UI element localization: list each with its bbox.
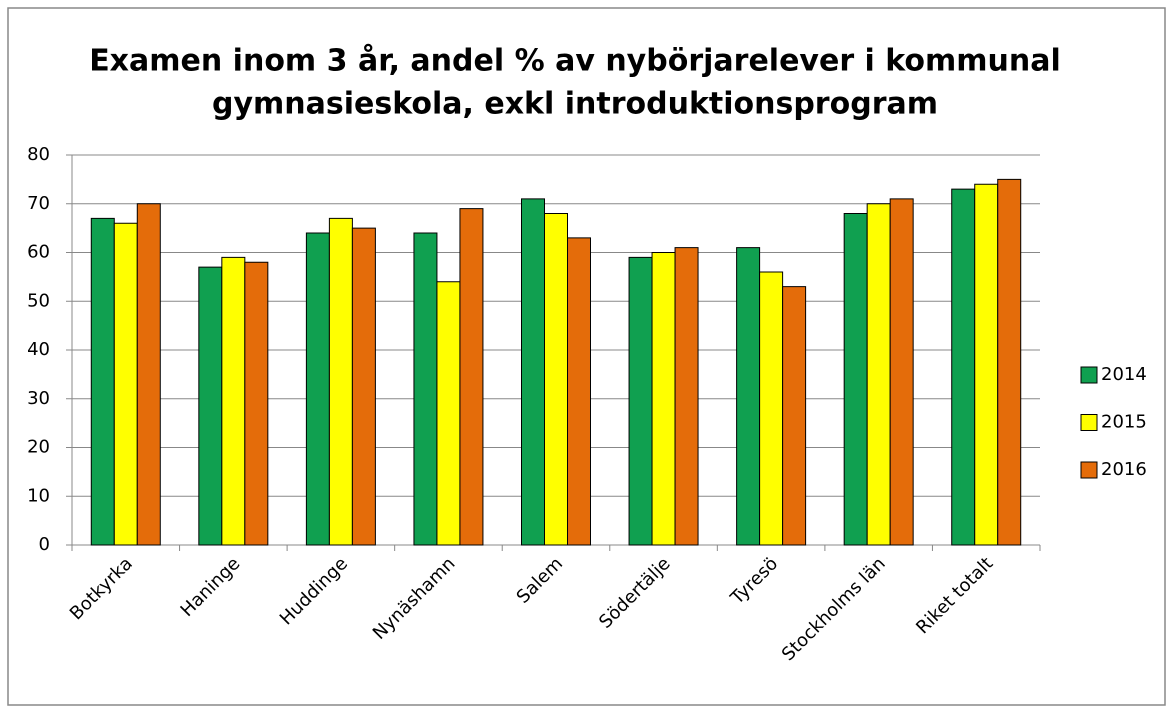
legend-swatch: [1080, 414, 1098, 431]
bar: [544, 213, 568, 546]
y-tick-label: 20: [27, 437, 50, 458]
legend-swatch: [1080, 461, 1098, 479]
y-tick-label: 60: [27, 242, 50, 263]
bar: [198, 266, 223, 546]
bar: [436, 281, 461, 546]
bar: [651, 252, 676, 546]
bar: [951, 188, 976, 546]
bar: [759, 271, 784, 546]
bar: [567, 237, 591, 546]
bar: [413, 232, 438, 546]
y-tick-label: 50: [27, 290, 50, 311]
bar: [328, 217, 353, 546]
legend-label: 2014: [1101, 364, 1147, 385]
bar: [305, 232, 330, 546]
bar: [674, 247, 699, 546]
bar: [843, 213, 868, 546]
bar: [866, 203, 891, 546]
legend-swatch: [1080, 366, 1098, 384]
bar: [521, 198, 545, 546]
bar: [459, 208, 484, 546]
bar: [997, 178, 1022, 546]
bar: [889, 198, 914, 546]
y-tick-label: 10: [27, 485, 50, 506]
bar: [628, 256, 653, 546]
bar: [974, 183, 999, 546]
y-tick-label: 30: [27, 388, 50, 409]
y-tick-label: 40: [27, 339, 50, 360]
bar: [736, 247, 761, 546]
bar: [244, 261, 269, 546]
legend-label: 2015: [1101, 412, 1147, 433]
bar: [136, 203, 161, 546]
bar: [113, 222, 138, 546]
y-tick-label: 0: [39, 534, 50, 555]
bar: [782, 286, 807, 546]
bar: [90, 217, 115, 546]
bar: [221, 256, 246, 546]
chart-title: Examen inom 3 år, andel % av nybörjarele…: [89, 43, 1061, 79]
y-tick-label: 70: [27, 193, 50, 214]
y-tick-label: 80: [27, 144, 50, 165]
chart-title: gymnasieskola, exkl introduktionsprogram: [212, 87, 938, 122]
legend-label: 2016: [1101, 459, 1147, 480]
bar: [351, 227, 376, 546]
